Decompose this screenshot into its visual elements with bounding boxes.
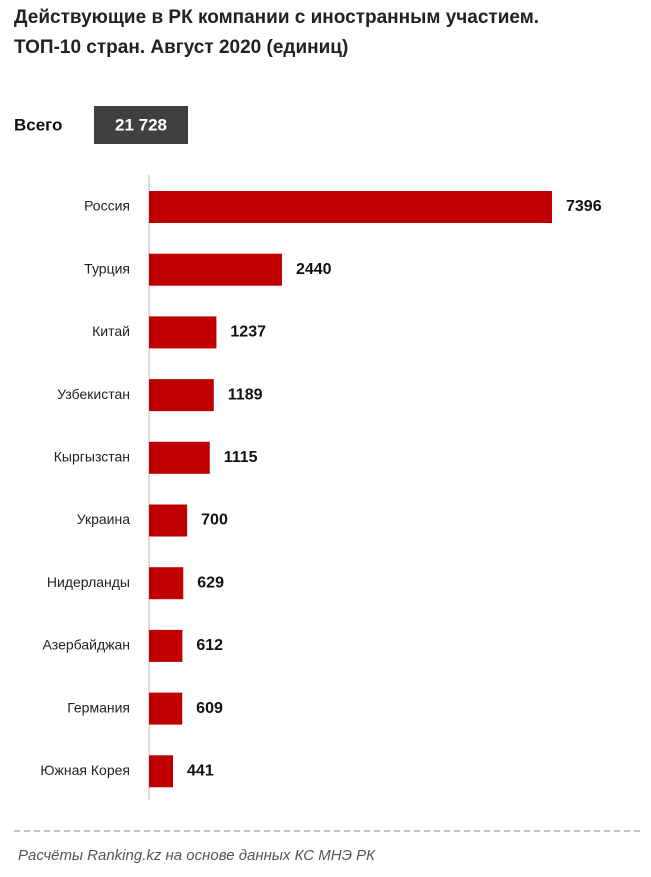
- value-label: 1189: [228, 386, 263, 403]
- bar: [149, 755, 174, 788]
- total-box: [94, 106, 188, 144]
- category-label: Германия: [67, 699, 130, 715]
- value-label: 700: [201, 512, 228, 529]
- category-label: Украина: [77, 511, 131, 527]
- category-label: Азербайджан: [42, 637, 130, 653]
- source-note: Расчёты Ranking.kz на основе данных КС М…: [18, 847, 376, 864]
- total-label: Всего: [14, 115, 62, 134]
- bar: [149, 504, 188, 537]
- bar: [149, 191, 552, 223]
- category-label: Нидерланды: [47, 574, 130, 590]
- chart-title: Действующие в РК компании с иностранным …: [14, 7, 539, 28]
- value-label: 609: [196, 700, 223, 717]
- value-label: 7396: [566, 198, 602, 215]
- value-label: 1115: [224, 449, 258, 466]
- value-label: 629: [197, 574, 224, 591]
- value-label: 612: [196, 637, 223, 654]
- category-label: Китай: [92, 323, 130, 339]
- category-label: Кыргызстан: [54, 449, 130, 465]
- value-label: 2440: [296, 261, 332, 278]
- bar: [149, 441, 210, 474]
- bar: [149, 316, 217, 349]
- total-value: 21 728: [115, 115, 167, 134]
- bar: [149, 567, 184, 600]
- bar: [149, 692, 183, 725]
- bar: [149, 629, 183, 662]
- chart-subtitle: ТОП-10 стран. Август 2020 (единиц): [14, 37, 348, 58]
- value-label: 441: [187, 763, 214, 780]
- category-label: Россия: [84, 198, 130, 214]
- category-label: Узбекистан: [57, 386, 130, 402]
- category-label: Турция: [84, 260, 130, 276]
- category-label: Южная Корея: [40, 762, 130, 778]
- bar: [149, 253, 282, 286]
- value-label: 1237: [230, 324, 266, 341]
- bar: [149, 379, 214, 412]
